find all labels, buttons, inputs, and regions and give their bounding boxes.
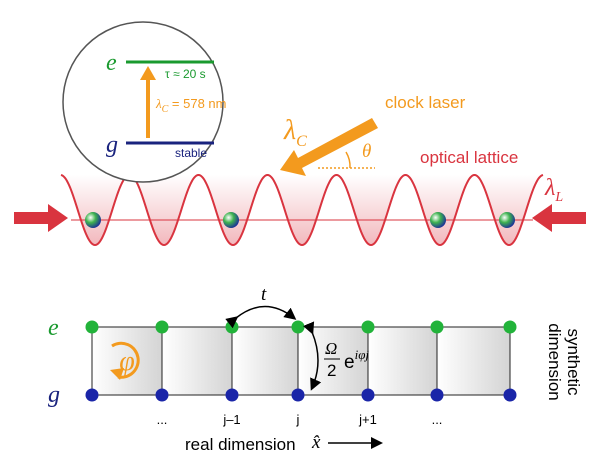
- site-label: j: [296, 412, 300, 427]
- plaquette: [91, 326, 163, 396]
- lattice-label: optical lattice: [420, 148, 518, 167]
- horizontal-axis-symbol: x̂: [311, 432, 321, 453]
- value: = 578 nm: [168, 96, 226, 111]
- line: synthetic: [564, 328, 583, 396]
- ground-site: [430, 388, 444, 402]
- excited-site: [361, 320, 375, 334]
- clock-laser-label: clock laser: [385, 93, 466, 112]
- transition-arrowhead: [140, 66, 156, 80]
- symbol: λ: [544, 175, 555, 201]
- lattice-wavelength: λL: [544, 175, 563, 205]
- synthetic-ground: g: [48, 382, 60, 408]
- plaquette: [367, 326, 438, 396]
- excited-site: [430, 320, 444, 334]
- well-fill: [61, 175, 543, 245]
- ground-site: [85, 388, 99, 402]
- excited-site: [225, 320, 239, 334]
- synthetic-excited: e: [48, 315, 59, 341]
- subscript: C: [296, 133, 307, 150]
- subscript: C: [162, 104, 169, 115]
- plaquette: [231, 326, 299, 396]
- ground-site: [225, 388, 239, 402]
- exponent: iφj: [355, 347, 370, 362]
- ladder: ... j–1 j j+1...: [85, 320, 517, 427]
- vertical-axis-label: syntheticdimension: [545, 323, 583, 401]
- ground-note: stable: [175, 146, 207, 160]
- ground-site: [291, 388, 305, 402]
- angle-arc: [345, 151, 351, 169]
- site-label: j+1: [358, 412, 377, 427]
- lifetime: τ ≈ 20 s: [165, 67, 206, 81]
- line: dimension: [545, 323, 564, 401]
- excited-site: [85, 320, 99, 334]
- atom: [223, 212, 239, 228]
- subscript: L: [554, 190, 563, 205]
- tunneling-arrow: [225, 305, 297, 329]
- flux-circle: [111, 341, 140, 379]
- excited-state: e: [106, 50, 117, 76]
- flux-arrowhead: [110, 368, 124, 380]
- rabi-phase: eiφj: [344, 347, 369, 373]
- rabi-arrow: [303, 321, 322, 391]
- plaquette: [436, 326, 511, 396]
- ground-site: [155, 388, 169, 402]
- rabi-numerator: Ω: [325, 339, 337, 358]
- site-label: ...: [432, 412, 443, 427]
- transition-label: λC = 578 nm: [155, 96, 227, 115]
- plaquette: [161, 326, 233, 396]
- potential-curve: [60, 174, 544, 247]
- atom: [430, 212, 446, 228]
- lattice: [60, 174, 544, 247]
- tunneling-label: t: [261, 284, 267, 305]
- clock-wavelength: λC: [283, 115, 307, 150]
- angle-label: θ: [362, 141, 371, 162]
- ground-state: g: [106, 132, 118, 158]
- site-label: ...: [157, 412, 168, 427]
- rabi-denominator: 2: [327, 361, 336, 380]
- base: e: [344, 352, 355, 373]
- site-label: j–1: [222, 412, 240, 427]
- excited-site: [503, 320, 517, 334]
- lattice-beam-right: [532, 204, 586, 232]
- symbol: λ: [283, 115, 296, 146]
- lattice-beam-left: [14, 204, 68, 232]
- clock-laser-arrow: [280, 118, 378, 176]
- horizontal-axis-label: real dimension: [185, 435, 296, 454]
- excited-site: [155, 320, 169, 334]
- ground-site: [361, 388, 375, 402]
- symbol: λ: [155, 96, 162, 111]
- flux-label: φ: [119, 346, 135, 377]
- excited-site: [291, 320, 305, 334]
- ground-site: [503, 388, 517, 402]
- atom: [85, 212, 101, 228]
- atom: [499, 212, 515, 228]
